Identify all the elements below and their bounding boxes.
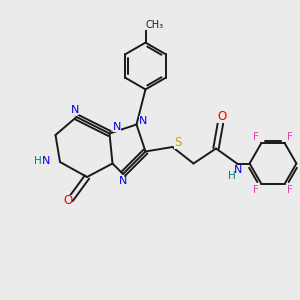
Text: N: N [119,176,127,187]
Text: F: F [253,185,259,195]
Text: N: N [71,105,79,116]
Text: H: H [34,155,41,166]
Text: O: O [63,194,72,208]
Text: N: N [139,116,147,126]
Text: N: N [234,165,243,175]
Text: F: F [287,132,293,142]
Text: F: F [287,185,293,195]
Text: N: N [113,122,121,132]
Text: S: S [174,136,182,149]
Text: O: O [218,110,226,123]
Text: CH₃: CH₃ [146,20,164,30]
Text: H: H [228,171,236,181]
Text: F: F [253,132,259,142]
Text: N: N [42,155,50,166]
